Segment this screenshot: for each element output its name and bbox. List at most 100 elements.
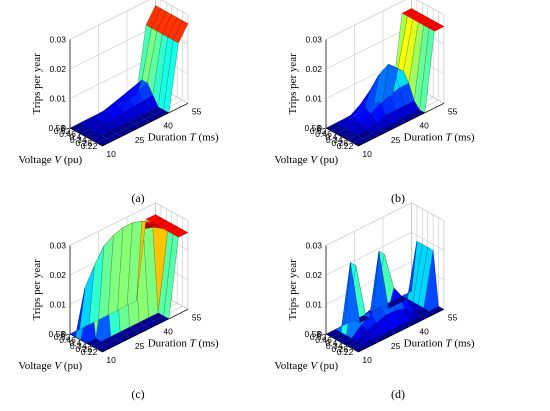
voltage-tick-label: 0.58 — [304, 123, 321, 133]
duration-axis-label: Duration T (ms) — [148, 132, 219, 144]
surface-patch — [419, 311, 435, 319]
duration-tick-label: 25 — [135, 135, 145, 145]
surface-patch — [80, 129, 96, 137]
duration-axis-unit: (ms) — [454, 132, 475, 144]
voltage-axis-name: Voltage — [18, 360, 52, 372]
surface-patch — [391, 119, 406, 127]
duration-tick-label: 10 — [362, 149, 372, 159]
voltage-tick-label: 0.22 — [81, 347, 98, 357]
duration-tick-label: 25 — [391, 135, 401, 145]
surface-patch — [101, 336, 116, 345]
z-tick-label: 0.01 — [49, 300, 66, 310]
axis-frame — [69, 39, 189, 147]
voltage-tick-label: 0.46 — [59, 335, 76, 345]
voltage-tick-label: 0.4 — [69, 338, 81, 348]
surface-patch — [97, 138, 112, 146]
duration-axis-variable: T — [446, 132, 453, 144]
surface-patch — [120, 327, 135, 335]
surface-patch — [116, 128, 131, 137]
surface-patch — [154, 109, 169, 118]
surface-patch — [148, 312, 164, 321]
surface-patch — [347, 135, 363, 143]
voltage-tick-label: 0.22 — [337, 347, 354, 357]
duration-tick-label: 55 — [192, 106, 202, 116]
surface-patch — [336, 335, 352, 343]
z-tick-label: 0 — [61, 123, 66, 133]
surface-patch — [139, 317, 154, 326]
duration-tick-label: 25 — [391, 341, 401, 351]
z-axis-label: Trips per year — [287, 259, 299, 321]
surface-patch — [129, 116, 145, 124]
subplot-caption: (d) — [391, 387, 405, 401]
surface-patch — [372, 128, 387, 137]
surface-patch — [353, 138, 368, 146]
voltage-tick-label: 0.58 — [304, 329, 321, 339]
surface-patch — [144, 114, 160, 123]
duration-axis-name: Duration — [148, 338, 188, 350]
surface-patch — [391, 325, 406, 333]
voltage-axis-unit: (pu) — [320, 154, 339, 166]
surface-patch — [362, 133, 378, 142]
voltage-axis-variable: V — [54, 154, 62, 166]
z-axis-label: Trips per year — [31, 53, 43, 115]
subplot-caption: (c) — [131, 387, 144, 401]
voltage-axis-name: Voltage — [274, 154, 308, 166]
voltage-tick-label: 0.34 — [326, 341, 343, 351]
duration-axis-label: Duration T (ms) — [404, 338, 475, 350]
surface-patch — [400, 114, 416, 123]
subplot-caption: (a) — [131, 191, 144, 205]
surface-patch — [106, 339, 122, 348]
duration-tick-label: 40 — [419, 327, 429, 337]
voltage-tick-label: 0.22 — [337, 141, 354, 151]
voltage-axis-label: Voltage V (pu) — [18, 154, 82, 166]
surface-patch — [353, 344, 368, 352]
surface-patch — [125, 124, 141, 132]
duration-axis-name: Duration — [148, 132, 188, 144]
voltage-axis-label: Voltage V (pu) — [274, 154, 338, 166]
surface-patch — [144, 320, 160, 329]
duration-tick-label: 40 — [163, 121, 173, 131]
surface-patch — [410, 315, 425, 324]
duration-tick-label: 55 — [192, 312, 202, 322]
surface-patch — [97, 344, 112, 352]
voltage-tick-label: 0.52 — [54, 332, 71, 342]
duration-tick-label: 10 — [106, 355, 116, 365]
surface-patch — [70, 123, 85, 131]
voltage-axis-name: Voltage — [274, 360, 308, 372]
voltage-tick-label: 0.52 — [310, 332, 327, 342]
voltage-axis-variable: V — [54, 360, 62, 372]
surface-patch — [120, 121, 135, 129]
voltage-tick-label: 0.46 — [315, 129, 332, 139]
surface-patch — [110, 331, 126, 340]
surface-patch — [129, 322, 145, 330]
duration-axis-variable: T — [446, 338, 453, 350]
voltage-axis-name: Voltage — [18, 154, 52, 166]
z-tick-label: 0 — [61, 329, 66, 339]
voltage-tick-label: 0.28 — [75, 138, 92, 148]
surface-patch — [101, 130, 116, 139]
surface-patch — [135, 119, 150, 127]
subplot-c: 0 0.01 0.02 0.03 0.220.280.340.40.460.520.58… — [18, 202, 219, 401]
surface-patch — [414, 308, 429, 316]
surface-patch — [357, 130, 372, 139]
surface-patch — [392, 296, 408, 304]
voltage-tick-label: 0.28 — [75, 344, 92, 354]
grid-line-z — [325, 0, 445, 40]
surface-patch — [336, 129, 352, 137]
surface-patch — [381, 124, 397, 132]
surface-patch — [148, 106, 164, 115]
axis-frame — [325, 245, 445, 353]
voltage-axis-unit: (pu) — [64, 360, 83, 372]
subplot-a: 0 0.01 0.02 0.03 0.220.280.340.40.460.520.58… — [18, 0, 219, 205]
grid-line-z — [69, 0, 189, 40]
surface-patch — [347, 341, 363, 349]
duration-axis-unit: (ms) — [454, 338, 475, 350]
surface-patch — [86, 338, 102, 346]
surface-patch — [362, 339, 378, 348]
surface-patch — [372, 334, 387, 343]
voltage-tick-label: 0.34 — [326, 135, 343, 145]
z-tick-label: 0.02 — [305, 270, 322, 280]
voltage-tick-label: 0.34 — [70, 341, 87, 351]
surface-patch — [110, 125, 126, 134]
